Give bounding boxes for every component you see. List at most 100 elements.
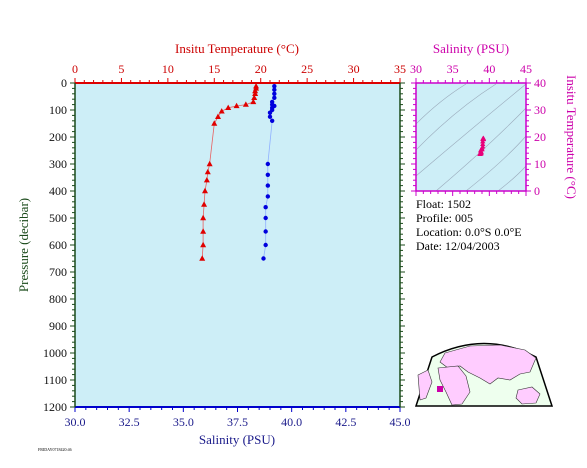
map-land-americas	[417, 369, 433, 401]
salinity-point	[265, 172, 271, 177]
salinity-point	[272, 84, 277, 89]
float-label: Float: 1502	[416, 197, 471, 211]
ts-right-axis-title: Insitu Temperature (°C)	[564, 75, 579, 199]
map-land-africa	[437, 365, 471, 406]
ts-temperature-tick-label: 40	[534, 76, 546, 90]
salinity-point	[272, 95, 277, 101]
ts-salinity-tick-label: 45	[520, 62, 532, 76]
density-contour	[415, 83, 527, 177]
bottom-axis-title: Salinity (PSU)	[199, 432, 275, 447]
ts-point	[477, 149, 484, 155]
ts-point	[480, 141, 486, 147]
temperature-point	[200, 241, 207, 248]
pressure-tick-label: 800	[49, 292, 67, 306]
ts-point	[480, 136, 486, 141]
main-plot-background	[75, 83, 400, 407]
pressure-tick-label: 900	[49, 319, 67, 333]
temperature-point	[251, 94, 258, 101]
density-contour	[497, 165, 527, 192]
temperature-tick-label: 10	[162, 62, 174, 76]
salinity-point	[267, 110, 273, 115]
temperature-tick-label: 35	[394, 62, 406, 76]
temperature-point	[218, 108, 225, 114]
temperature-point	[200, 214, 207, 221]
ts-temperature-tick-label: 0	[534, 184, 540, 198]
left-axis-title: Pressure (decibar)	[16, 198, 31, 292]
profile-label: Profile: 005	[416, 211, 473, 225]
temperature-tick-label: 0	[72, 62, 78, 76]
temperature-tick-label: 20	[255, 62, 267, 76]
temperature-tick-label: 15	[208, 62, 220, 76]
pressure-tick-label: 1100	[43, 373, 67, 387]
salinity-point	[261, 256, 266, 261]
temperature-point	[252, 90, 259, 96]
pressure-tick-label: 100	[49, 103, 67, 117]
pressure-tick-label: 200	[49, 130, 67, 144]
salinity-tick-label: 35.0	[173, 415, 194, 429]
location-map	[414, 342, 554, 407]
ts-top-axis-title: Salinity (PSU)	[433, 41, 509, 56]
pressure-tick-label: 600	[49, 238, 67, 252]
date-label: Date: 12/04/2003	[416, 239, 500, 253]
ts-temperature-tick-label: 30	[534, 103, 546, 117]
salinity-tick-label: 32.5	[119, 415, 140, 429]
top-axis-title: Insitu Temperature (°C)	[175, 41, 299, 56]
density-contour	[415, 83, 497, 151]
temperature-point	[225, 104, 232, 111]
salinity-point	[263, 229, 268, 234]
density-contour	[465, 135, 527, 192]
main-plot-series	[199, 83, 277, 261]
temperature-point	[200, 228, 207, 234]
ts-density-contours	[415, 83, 527, 192]
pressure-tick-label: 700	[49, 265, 67, 279]
temperature-point	[206, 160, 213, 167]
temperature-tick-label: 30	[348, 62, 360, 76]
salinity-tick-label: 42.5	[335, 415, 356, 429]
location-label: Location: 0.0°S 0.0°E	[416, 225, 522, 239]
salinity-point	[265, 194, 271, 199]
temperature-point	[201, 201, 208, 207]
temperature-point	[204, 168, 211, 175]
pressure-tick-label: 400	[49, 184, 67, 198]
salinity-point	[272, 87, 277, 92]
ts-temperature-tick-label: 10	[534, 157, 546, 171]
density-contour	[435, 107, 527, 192]
salinity-tick-label: 37.5	[227, 415, 248, 429]
ts-salinity-tick-label: 30	[410, 62, 422, 76]
temperature-point	[199, 255, 206, 261]
temperature-point	[215, 113, 221, 119]
ts-point	[480, 143, 486, 149]
salinity-point	[265, 161, 271, 167]
pressure-tick-label: 500	[49, 211, 67, 225]
main-plot-tick-labels: 0 5 10 15 20 25 30 35 30.0 32.5 35.0 37.5 40.0 42.5 45…	[43, 62, 411, 429]
pressure-tick-label: 0	[61, 76, 67, 90]
pressure-tick-label: 1200	[43, 400, 67, 414]
salinity-tick-label: 30.0	[65, 415, 86, 429]
salinity-point	[267, 114, 273, 119]
pressure-tick-label: 1000	[43, 346, 67, 360]
temperature-point	[203, 177, 210, 183]
map-float-marker	[437, 386, 443, 392]
salinity-tick-label: 45.0	[390, 415, 411, 429]
salinity-point	[263, 215, 268, 221]
temperature-tick-label: 25	[301, 62, 313, 76]
pressure-tick-label: 300	[49, 157, 67, 171]
salinity-point	[272, 91, 277, 97]
ts-temperature-tick-label: 20	[534, 130, 546, 144]
temperature-point	[233, 102, 240, 109]
ts-salinity-tick-label: 35	[447, 62, 459, 76]
density-contour	[415, 83, 467, 125]
temperature-point	[242, 101, 249, 107]
ts-plot-ticks	[411, 78, 531, 196]
footer-note: FRIDAY0718420:46	[38, 447, 72, 452]
salinity-tick-label: 40.0	[281, 415, 302, 429]
temperature-point	[211, 120, 218, 126]
map-land-australia	[515, 386, 541, 405]
ts-salinity-tick-label: 40	[483, 62, 495, 76]
ts-plot-points	[477, 135, 487, 157]
salinity-point	[263, 242, 268, 248]
temperature-point	[250, 98, 257, 105]
ts-plot-background	[416, 83, 526, 191]
